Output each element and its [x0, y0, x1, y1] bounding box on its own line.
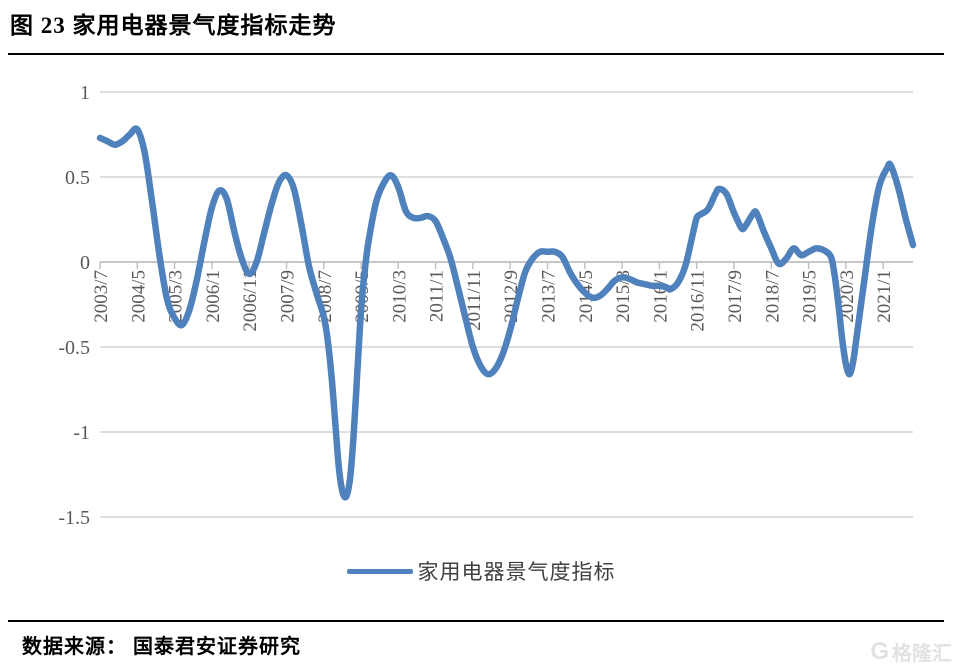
- y-tick-label: 0: [80, 252, 90, 274]
- x-tick-label: 2016/11: [688, 270, 709, 332]
- x-tick-label: 2021/1: [874, 270, 895, 323]
- watermark-text: 格隆汇: [892, 643, 952, 665]
- legend-label: 家用电器景气度指标: [417, 560, 616, 584]
- x-tick-label: 2011/11: [464, 270, 485, 331]
- title-divider: [8, 53, 944, 55]
- x-tick-label: 2016/1: [650, 270, 671, 323]
- x-tick-label: 2007/9: [278, 270, 299, 323]
- x-tick-label: 2018/7: [762, 270, 783, 323]
- x-tick-label: 2019/5: [800, 270, 821, 323]
- x-tick-label: 2015/3: [613, 270, 634, 323]
- gelonghui-watermark: G 格隆汇: [870, 637, 952, 666]
- footer-divider: [8, 620, 944, 622]
- figure-title: 图 23 家用电器景气度指标走势: [10, 13, 337, 38]
- x-tick-label: 2011/1: [427, 270, 448, 322]
- y-tick-label: 1: [80, 82, 90, 104]
- gelonghui-logo-icon: G: [870, 637, 889, 665]
- line-chart: 2003/7 2004/5 2005/3 2006/1 2006/11 2007/9 200…: [58, 82, 917, 529]
- y-tick-label: -0.5: [58, 337, 90, 359]
- data-source-note: 数据来源： 国泰君安证券研究: [22, 636, 301, 658]
- x-tick-label: 2004/5: [128, 270, 149, 323]
- x-tick-label: 2006/11: [240, 270, 261, 332]
- y-tick-label: -1.5: [58, 507, 90, 529]
- chart-legend: 家用电器景气度指标: [0, 556, 962, 586]
- legend-line-swatch: [346, 568, 413, 574]
- x-tick-label: 2006/1: [203, 270, 224, 323]
- x-tick-label: 2017/9: [725, 270, 746, 323]
- y-tick-label: 0.5: [65, 167, 90, 189]
- series-line: [96, 125, 917, 501]
- x-tick-label: 2003/7: [91, 270, 112, 323]
- x-tick-label: 2010/3: [389, 270, 410, 323]
- y-tick-label: -1: [73, 422, 90, 444]
- x-tick-label: 2013/7: [539, 270, 560, 323]
